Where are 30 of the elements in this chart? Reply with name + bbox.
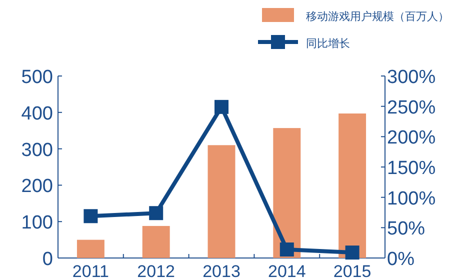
y-tick-label: 100 [21, 212, 53, 234]
y-tick-label: 0 [42, 249, 53, 270]
x-tick-label: 2014 [268, 262, 306, 279]
y-tick-label: 200 [21, 176, 53, 198]
bar [338, 113, 366, 258]
y2-tick-label: 200% [387, 128, 436, 149]
legend-label: 同比增长 [306, 37, 350, 50]
x-tick-label: 2015 [333, 262, 372, 279]
x-tick-label: 2013 [202, 262, 240, 279]
y2-tick-label: 150% [387, 158, 436, 179]
point [149, 206, 164, 220]
y2-tick-label: 250% [387, 97, 436, 118]
point [214, 100, 228, 114]
x-tick-label: 2011 [72, 262, 109, 279]
legend-label: 移动游戏用户规模（百万人） [306, 10, 449, 23]
y2-tick-label: 100% [387, 188, 436, 210]
point [345, 246, 360, 260]
bar [76, 240, 104, 258]
y-tick-label: 500 [21, 67, 53, 88]
y2-tick-label: 300% [387, 67, 436, 88]
bar [208, 145, 236, 258]
y-tick-label: 300 [21, 140, 53, 161]
y-tick-label: 400 [21, 103, 53, 124]
point [84, 209, 98, 224]
y2-tick-label: 0% [387, 249, 415, 270]
point [280, 242, 294, 257]
bar [142, 226, 170, 258]
bar [273, 128, 301, 258]
x-tick-label: 2012 [137, 262, 176, 279]
y2-tick-label: 50% [387, 218, 426, 240]
